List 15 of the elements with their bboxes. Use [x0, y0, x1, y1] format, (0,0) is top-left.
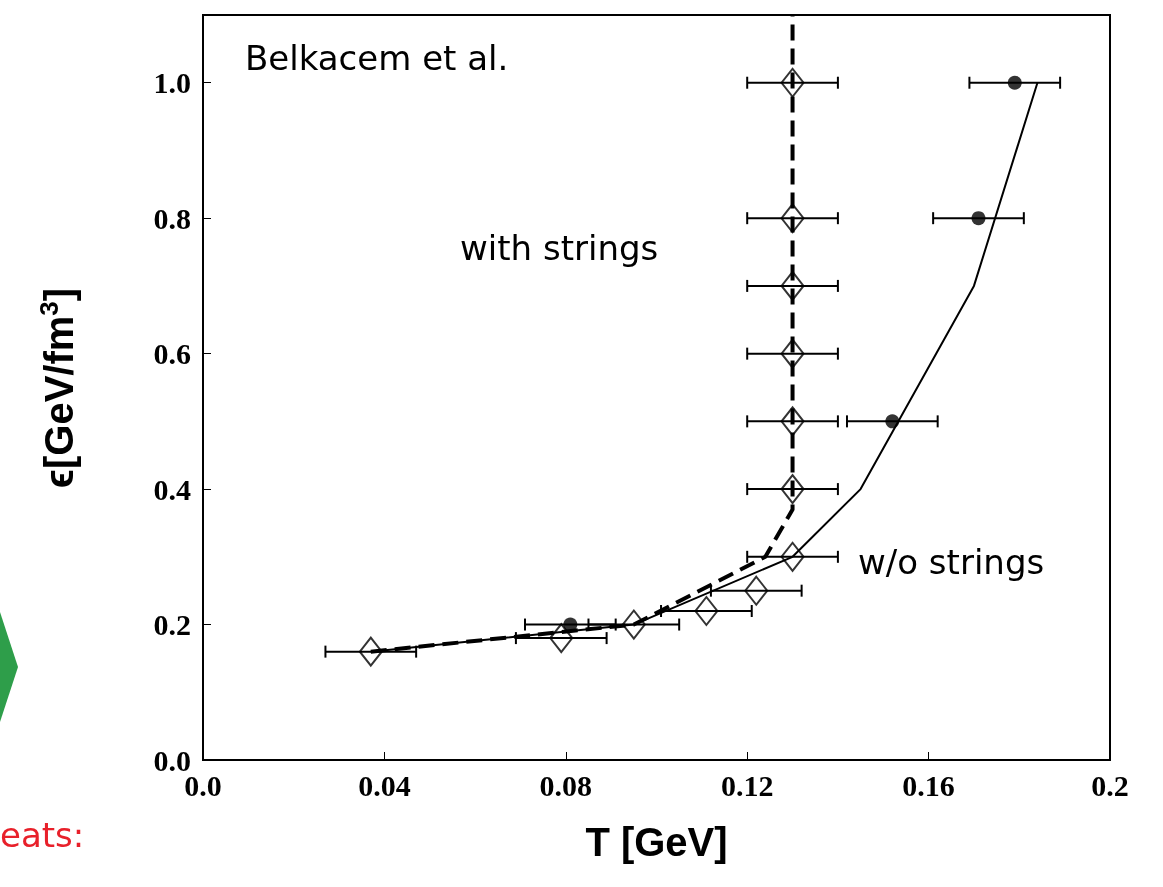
y-tick-label: 0.2	[153, 608, 191, 642]
annotation: w/o strings	[858, 542, 1045, 582]
x-axis-title: T [GeV]	[585, 820, 728, 864]
y-tick-label: 0.4	[153, 472, 191, 506]
y-tick-label: 0.6	[153, 337, 191, 371]
x-tick-label: 0.04	[358, 768, 411, 802]
y-tick-label: 1.0	[153, 66, 191, 100]
x-tick-label: 0.16	[902, 768, 955, 802]
annotation: Belkacem et al.	[245, 38, 509, 78]
text: eats:	[0, 815, 85, 855]
x-tick-label: 0.08	[539, 768, 593, 802]
y-tick-label: 0.8	[153, 201, 191, 235]
x-tick-label: 0.2	[1091, 768, 1129, 802]
annotation: with strings	[460, 228, 659, 268]
x-tick-label: 0.12	[720, 768, 774, 802]
